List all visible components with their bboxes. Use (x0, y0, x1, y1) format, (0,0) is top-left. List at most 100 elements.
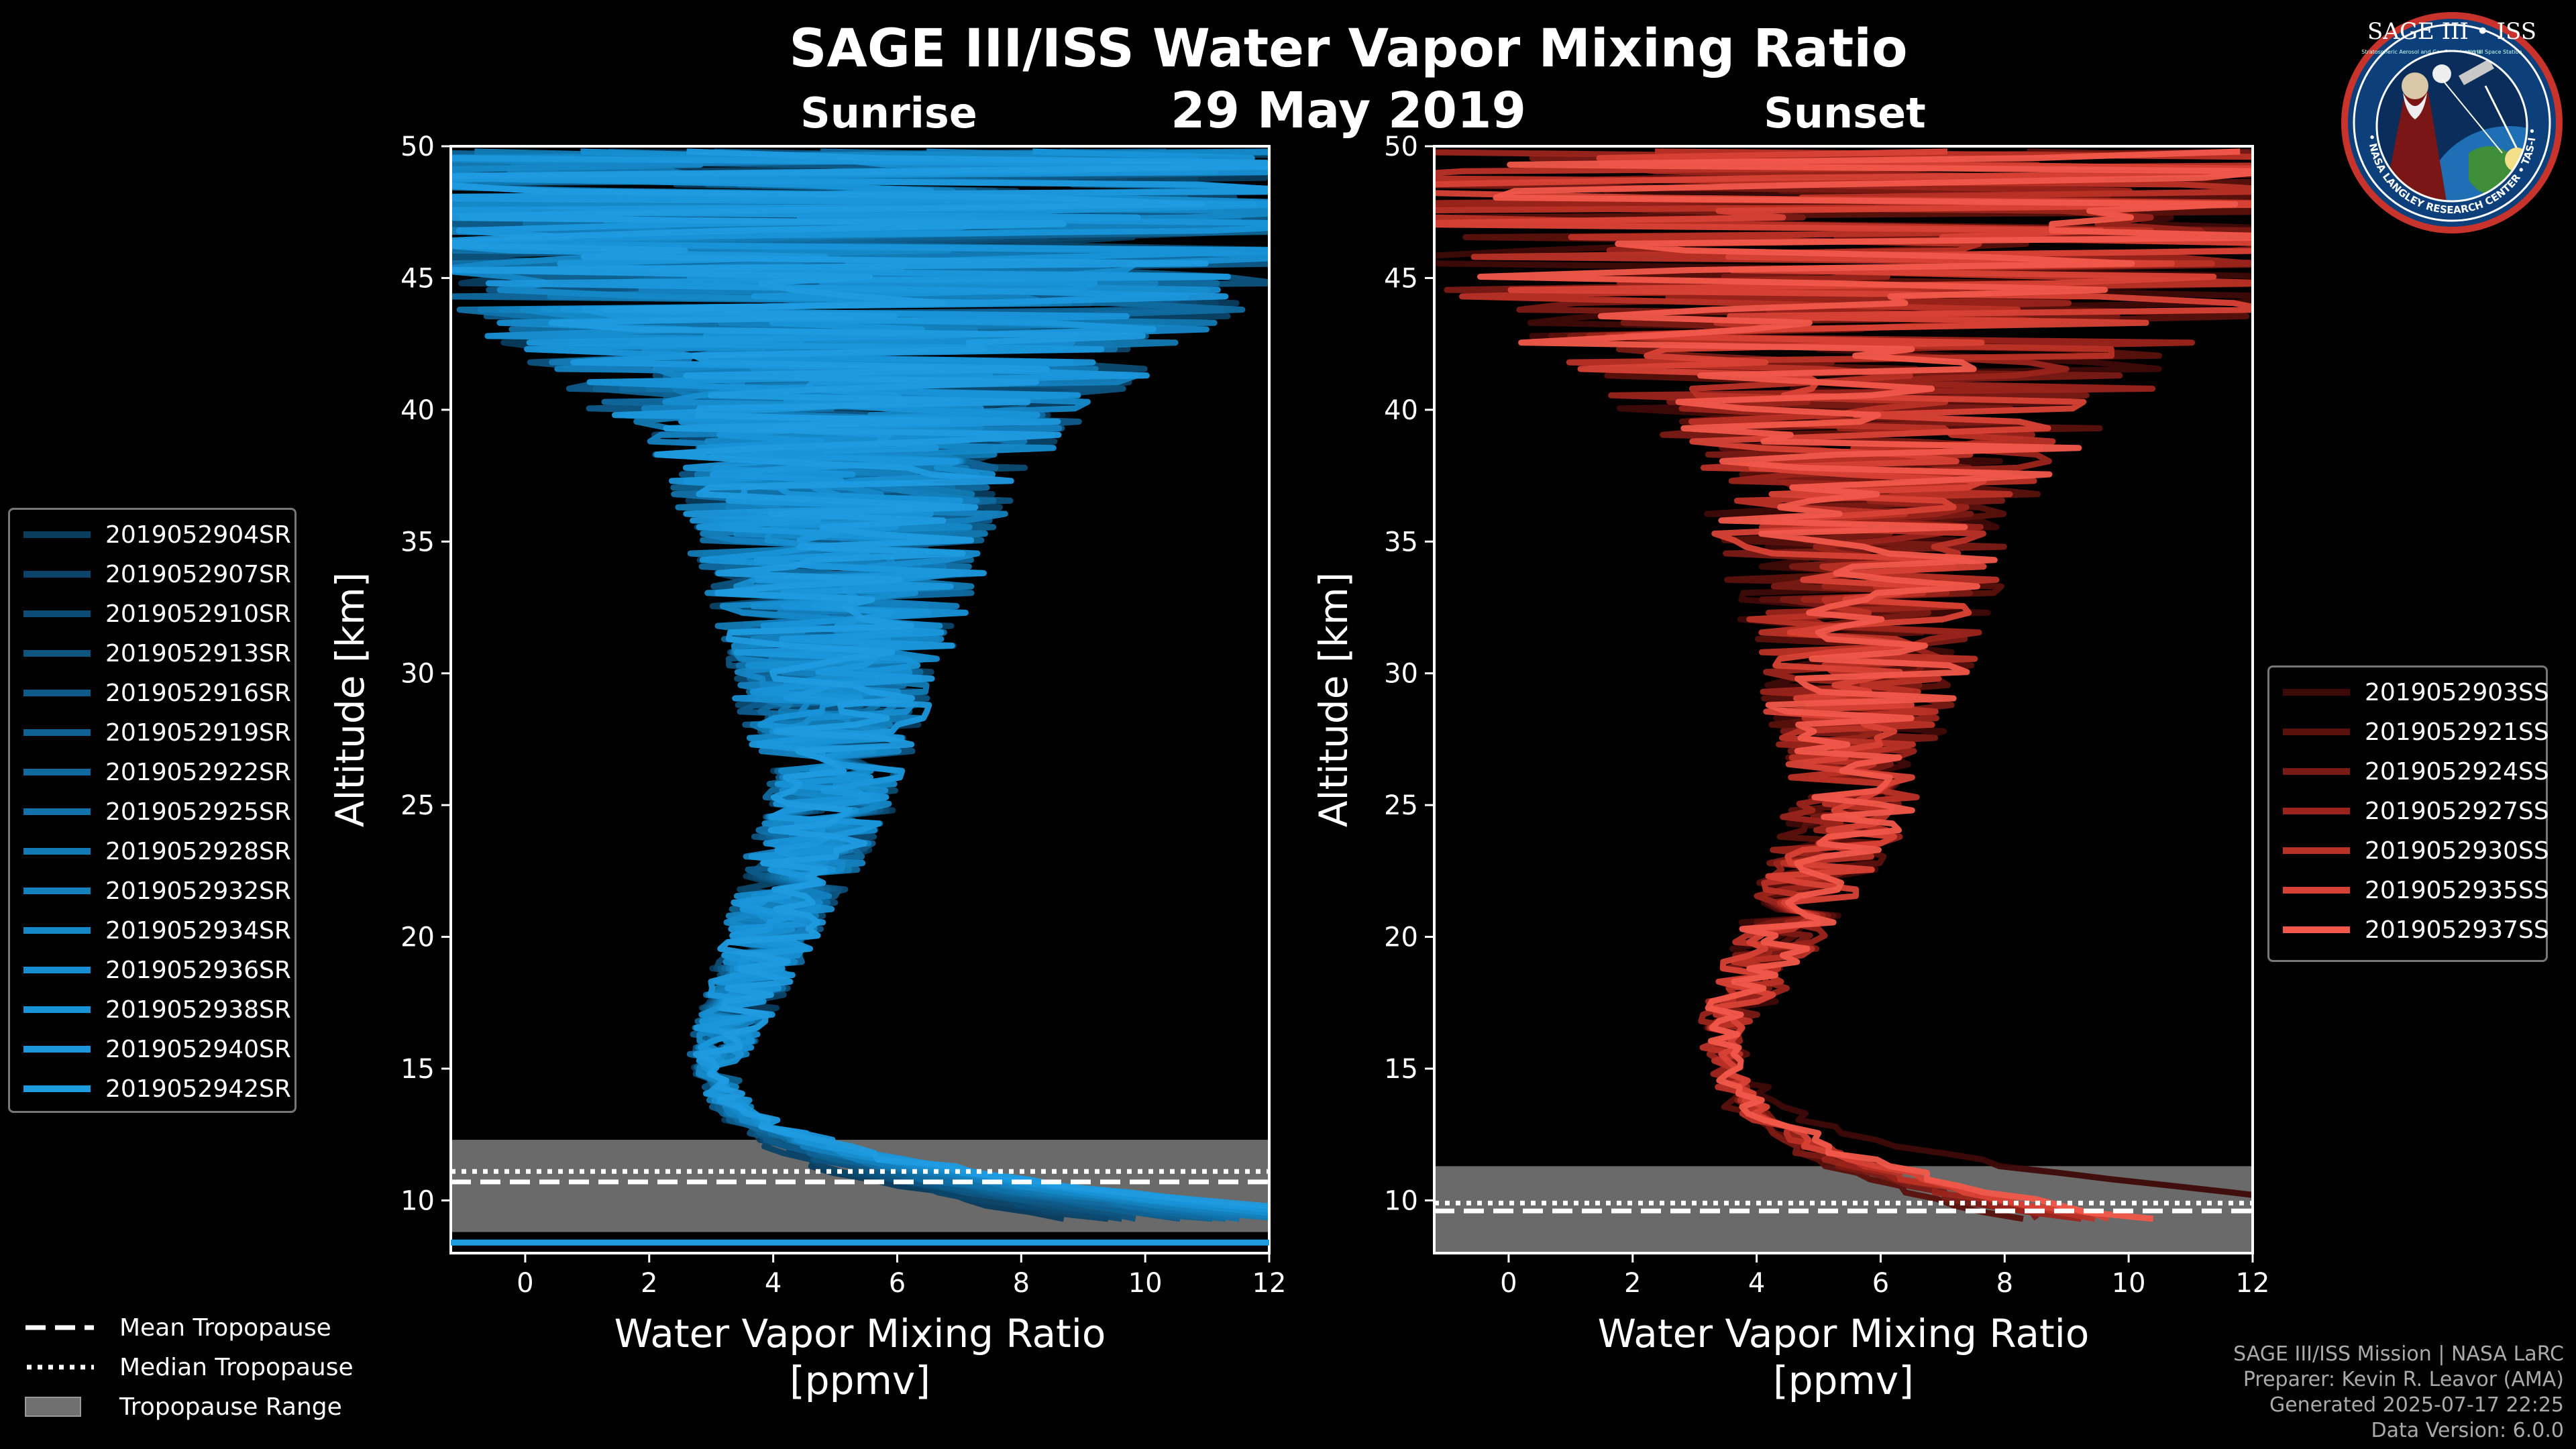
y-tick-label: 40 (1384, 395, 1418, 426)
legend-entry-2019052936SR: 2019052936SR (10, 951, 291, 989)
y-tick-label: 10 (1384, 1185, 1418, 1216)
legend-label: 2019052940SR (105, 1035, 291, 1063)
x-tick-label: 2 (1624, 1268, 1641, 1299)
legend-entry-2019052928SR: 2019052928SR (10, 832, 291, 871)
legend-entry-2019052927SS: 2019052927SS (2269, 792, 2549, 830)
legend-entry-2019052913SR: 2019052913SR (10, 634, 291, 673)
y-tick-label: 30 (400, 659, 435, 690)
legend-label: Median Tropopause (119, 1353, 354, 1381)
logo-subtext-2: International Space Station (2449, 49, 2522, 55)
x-axis-label-units: [ppmv] (790, 1358, 930, 1403)
legend-swatch (23, 690, 91, 696)
legend-entry-2019052925SR: 2019052925SR (10, 792, 291, 831)
x-tick-label: 12 (2236, 1268, 2270, 1299)
y-tick-label: 50 (400, 131, 435, 162)
x-tick-label: 0 (517, 1268, 533, 1299)
y-tick-label: 45 (400, 263, 435, 294)
legend-median-tropopause: Median Tropopause (13, 1348, 354, 1387)
legend-swatch (23, 571, 91, 578)
legend-label: 2019052916SR (105, 679, 291, 707)
legend-label: 2019052924SS (2365, 757, 2549, 786)
legend-entry-2019052916SR: 2019052916SR (10, 674, 291, 712)
legend-swatch (23, 967, 91, 973)
dashed-line-swatch (25, 1325, 94, 1330)
sunset-panel-title: Sunset (1764, 89, 1926, 138)
legend-entry-2019052904SR: 2019052904SR (10, 515, 291, 554)
legend-label: 2019052907SR (105, 560, 291, 588)
sage-iii-iss-mission-logo: SAGE III • ISS Stratospheric Aerosol and… (2341, 12, 2563, 233)
x-axis-label-units: [ppmv] (1773, 1358, 1914, 1403)
legend-label: 2019052919SR (105, 718, 291, 747)
legend-label: 2019052938SR (105, 996, 291, 1024)
y-tick-label: 35 (400, 527, 435, 557)
profile-line-2019052942SR (451, 148, 1269, 1210)
legend-label: 2019052925SR (105, 798, 291, 826)
legend-swatch (23, 927, 91, 934)
legend-swatch (23, 1006, 91, 1013)
plot-frame (449, 145, 1271, 1254)
legend-entry-2019052922SR: 2019052922SR (10, 753, 291, 792)
legend-label: 2019052942SR (105, 1075, 291, 1103)
y-axis-label: Altitude [km] (327, 572, 373, 827)
logo-title: SAGE III • ISS (2367, 18, 2536, 45)
legend-entry-2019052935SS: 2019052935SS (2269, 871, 2549, 910)
legend-entry-2019052921SS: 2019052921SS (2269, 712, 2549, 751)
y-tick-label: 20 (400, 922, 435, 953)
legend-entry-2019052919SR: 2019052919SR (10, 713, 291, 752)
x-tick-label: 8 (1013, 1268, 1030, 1299)
x-axis-label: Water Vapor Mixing Ratio (614, 1311, 1106, 1356)
sunrise-chart: 0 2 4 6 8 10 12 10 15 20 25 30 35 40 45 50 Water Vapor M… (327, 131, 1286, 1403)
legend-swatch (2283, 768, 2350, 775)
legend-entry-2019052940SR: 2019052940SR (10, 1030, 291, 1069)
legend-label: Mean Tropopause (119, 1313, 331, 1342)
credit-line-generated: Generated 2025-07-17 22:25 (2269, 1393, 2564, 1417)
y-tick-label: 10 (400, 1185, 435, 1216)
x-tick-label: 10 (2112, 1268, 2146, 1299)
legend-entry-2019052910SR: 2019052910SR (10, 594, 291, 633)
logo-subtext-1: Stratospheric Aerosol and Gas Experiment… (2361, 49, 2481, 55)
legend-entry-2019052907SR: 2019052907SR (10, 555, 291, 594)
legend-swatch (23, 531, 91, 538)
x-tick-label: 6 (889, 1268, 906, 1299)
sunrise-legend: 2019052904SR 2019052907SR 2019052910SR 2019… (8, 508, 297, 1113)
legend-label: 2019052927SS (2365, 797, 2549, 825)
legend-entry-2019052942SR: 2019052942SR (10, 1069, 291, 1108)
legend-label: 2019052934SR (105, 916, 291, 945)
figure-title: SAGE III/ISS Water Vapor Mixing Ratio (789, 19, 1908, 79)
legend-swatch (23, 848, 91, 855)
y-tick-label: 35 (1384, 527, 1418, 557)
y-tick-label: 30 (1384, 659, 1418, 690)
legend-swatch (2283, 847, 2350, 854)
legend-label: 2019052930SS (2365, 837, 2549, 865)
legend-label: 2019052913SR (105, 639, 291, 667)
legend-label: 2019052936SR (105, 956, 291, 984)
sunset-chart: 0 2 4 6 8 10 12 10 15 20 25 30 35 40 45 50 Water Vapor M… (1311, 131, 2270, 1403)
y-tick-label: 50 (1384, 131, 1418, 162)
x-axis-label: Water Vapor Mixing Ratio (1598, 1311, 2090, 1356)
legend-entry-2019052934SR: 2019052934SR (10, 911, 291, 950)
legend-label: 2019052904SR (105, 521, 291, 549)
legend-entry-2019052930SS: 2019052930SS (2269, 831, 2549, 870)
legend-label: 2019052932SR (105, 877, 291, 905)
legend-label: 2019052910SR (105, 600, 291, 628)
legend-entry-2019052937SS: 2019052937SS (2269, 910, 2549, 949)
x-tick-label: 6 (1872, 1268, 1889, 1299)
legend-swatch (2283, 689, 2350, 696)
profile-line-2019052937SS (1477, 148, 2253, 1222)
profiles (1434, 148, 2253, 1222)
sunset-legend: 2019052903SS 2019052921SS 2019052924SS 2019… (2267, 665, 2549, 962)
legend-label: 2019052928SR (105, 837, 291, 865)
profiles (451, 148, 1269, 1222)
legend-swatch (23, 808, 91, 815)
legend-swatch (2283, 729, 2350, 735)
legend-swatch (23, 729, 91, 736)
legend-swatch (2283, 808, 2350, 814)
x-tick-label: 10 (1128, 1268, 1163, 1299)
range-patch-swatch (25, 1397, 81, 1417)
legend-label: 2019052922SR (105, 758, 291, 786)
legend-entry-2019052938SR: 2019052938SR (10, 990, 291, 1029)
y-tick-label: 15 (400, 1054, 435, 1085)
y-axis-label: Altitude [km] (1311, 572, 1356, 827)
legend-label: 2019052937SS (2365, 916, 2549, 944)
legend-swatch (23, 888, 91, 894)
